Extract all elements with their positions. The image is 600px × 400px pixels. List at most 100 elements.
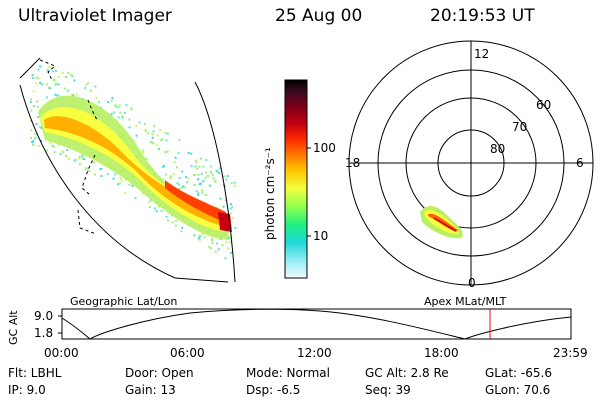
speckle-dot [175, 219, 178, 222]
speckle-dot [93, 161, 96, 164]
speckle-dot [230, 251, 233, 254]
speckle-dot [117, 116, 120, 119]
timeline-panel [58, 308, 572, 340]
speckle-dot [142, 151, 145, 153]
observation-time: 20:19:53 UT [430, 6, 535, 26]
speckle-dot [32, 140, 35, 143]
coastline-dashed [39, 59, 99, 235]
speckle-dot [39, 65, 42, 68]
speckle-dot [197, 173, 200, 176]
auroral-band-hot [165, 180, 226, 222]
speckle-dot [187, 177, 190, 180]
speckle-dot [39, 126, 42, 129]
speckle-dot [194, 173, 197, 176]
speckle-dot [209, 171, 212, 174]
lat-label-70: 70 [512, 120, 528, 134]
speckle-dot [52, 79, 55, 82]
speckle-dot [186, 181, 189, 184]
speckle-dot [203, 236, 206, 239]
speckle-dot [86, 167, 89, 170]
instrument-title: Ultraviolet Imager [18, 6, 172, 26]
speckle-dot [57, 75, 60, 78]
speckle-dot [120, 179, 123, 182]
speckle-dot [54, 93, 57, 96]
speckle-dot [226, 175, 229, 178]
speckle-dot [171, 221, 174, 224]
speckle-dot [195, 161, 198, 164]
speckle-dot [53, 151, 56, 154]
speckle-dot [201, 191, 204, 194]
speckle-dot [231, 217, 234, 220]
speckle-dot [165, 215, 168, 218]
glat-status: GLat: -65.6 [485, 366, 552, 380]
speckle-dot [111, 97, 114, 100]
speckle-dot [166, 219, 169, 222]
geo-boundary-left [19, 84, 229, 283]
observation-date: 25 Aug 00 [275, 6, 363, 26]
polar-aurora [420, 205, 463, 239]
speckle-dot [36, 105, 39, 108]
geographic-label: Geographic Lat/Lon [70, 295, 178, 308]
speckle-dot [161, 138, 164, 141]
speckle-dot [174, 224, 177, 227]
speckle-dot [124, 191, 127, 194]
speckle-dot [204, 176, 207, 179]
speckle-dot [176, 166, 178, 169]
glon-status: GLon: 70.6 [485, 383, 551, 397]
speckle-dot [148, 200, 151, 203]
speckle-dot [121, 115, 124, 118]
speckle-dot [68, 157, 71, 160]
speckle-dot [231, 206, 234, 209]
speckle-dot [57, 94, 60, 97]
speckle-dot [45, 96, 48, 99]
speckle-dot [35, 123, 38, 125]
speckle-dot [162, 178, 165, 181]
speckle-dot [156, 134, 159, 137]
speckle-dot [81, 154, 84, 157]
speckle-dot [194, 165, 197, 168]
xtick-0000: 00:00 [44, 346, 79, 360]
colorbar-unit-label: photon cm⁻²s⁻¹ [263, 147, 277, 240]
speckle-dot [33, 105, 36, 108]
speckle-dot [161, 166, 164, 168]
speckle-dot [190, 165, 193, 168]
speckle-dot [81, 157, 84, 160]
speckle-dot [130, 108, 133, 111]
speckle-dot [51, 144, 54, 147]
speckle-dot [209, 165, 212, 168]
speckle-dot [209, 247, 212, 250]
speckle-dot [36, 100, 39, 103]
speckle-dot [202, 180, 205, 183]
speckle-dot [147, 132, 150, 135]
speckle-dot [225, 199, 227, 202]
speckle-dot [169, 177, 171, 180]
speckle-dot [46, 69, 49, 72]
speckle-dot [48, 87, 51, 90]
speckle-dot [159, 139, 162, 142]
speckle-dot [128, 183, 131, 186]
mlt-label-12: 12 [474, 47, 490, 61]
speckle-dot [135, 134, 138, 137]
speckle-dot [229, 241, 232, 244]
speckle-dot [112, 111, 115, 114]
speckle-dot [193, 234, 196, 237]
speckle-dot [57, 143, 60, 146]
speckle-dot [181, 170, 184, 173]
speckle-dot [88, 170, 91, 172]
speckle-dot [218, 167, 221, 170]
speckle-dot [211, 237, 214, 240]
speckle-dot [150, 141, 153, 144]
speckle-dot [164, 173, 167, 176]
speckle-dot [180, 186, 183, 189]
speckle-dot [30, 109, 33, 112]
speckle-dot [221, 244, 224, 246]
speckle-dot [30, 98, 33, 101]
speckle-dot [178, 177, 181, 180]
speckle-dot [93, 173, 96, 176]
speckle-dot [95, 96, 98, 99]
speckle-dot [166, 150, 169, 153]
geo-boundary-right [194, 81, 236, 283]
speckle-dot [52, 145, 55, 148]
speckle-dot [211, 173, 214, 176]
